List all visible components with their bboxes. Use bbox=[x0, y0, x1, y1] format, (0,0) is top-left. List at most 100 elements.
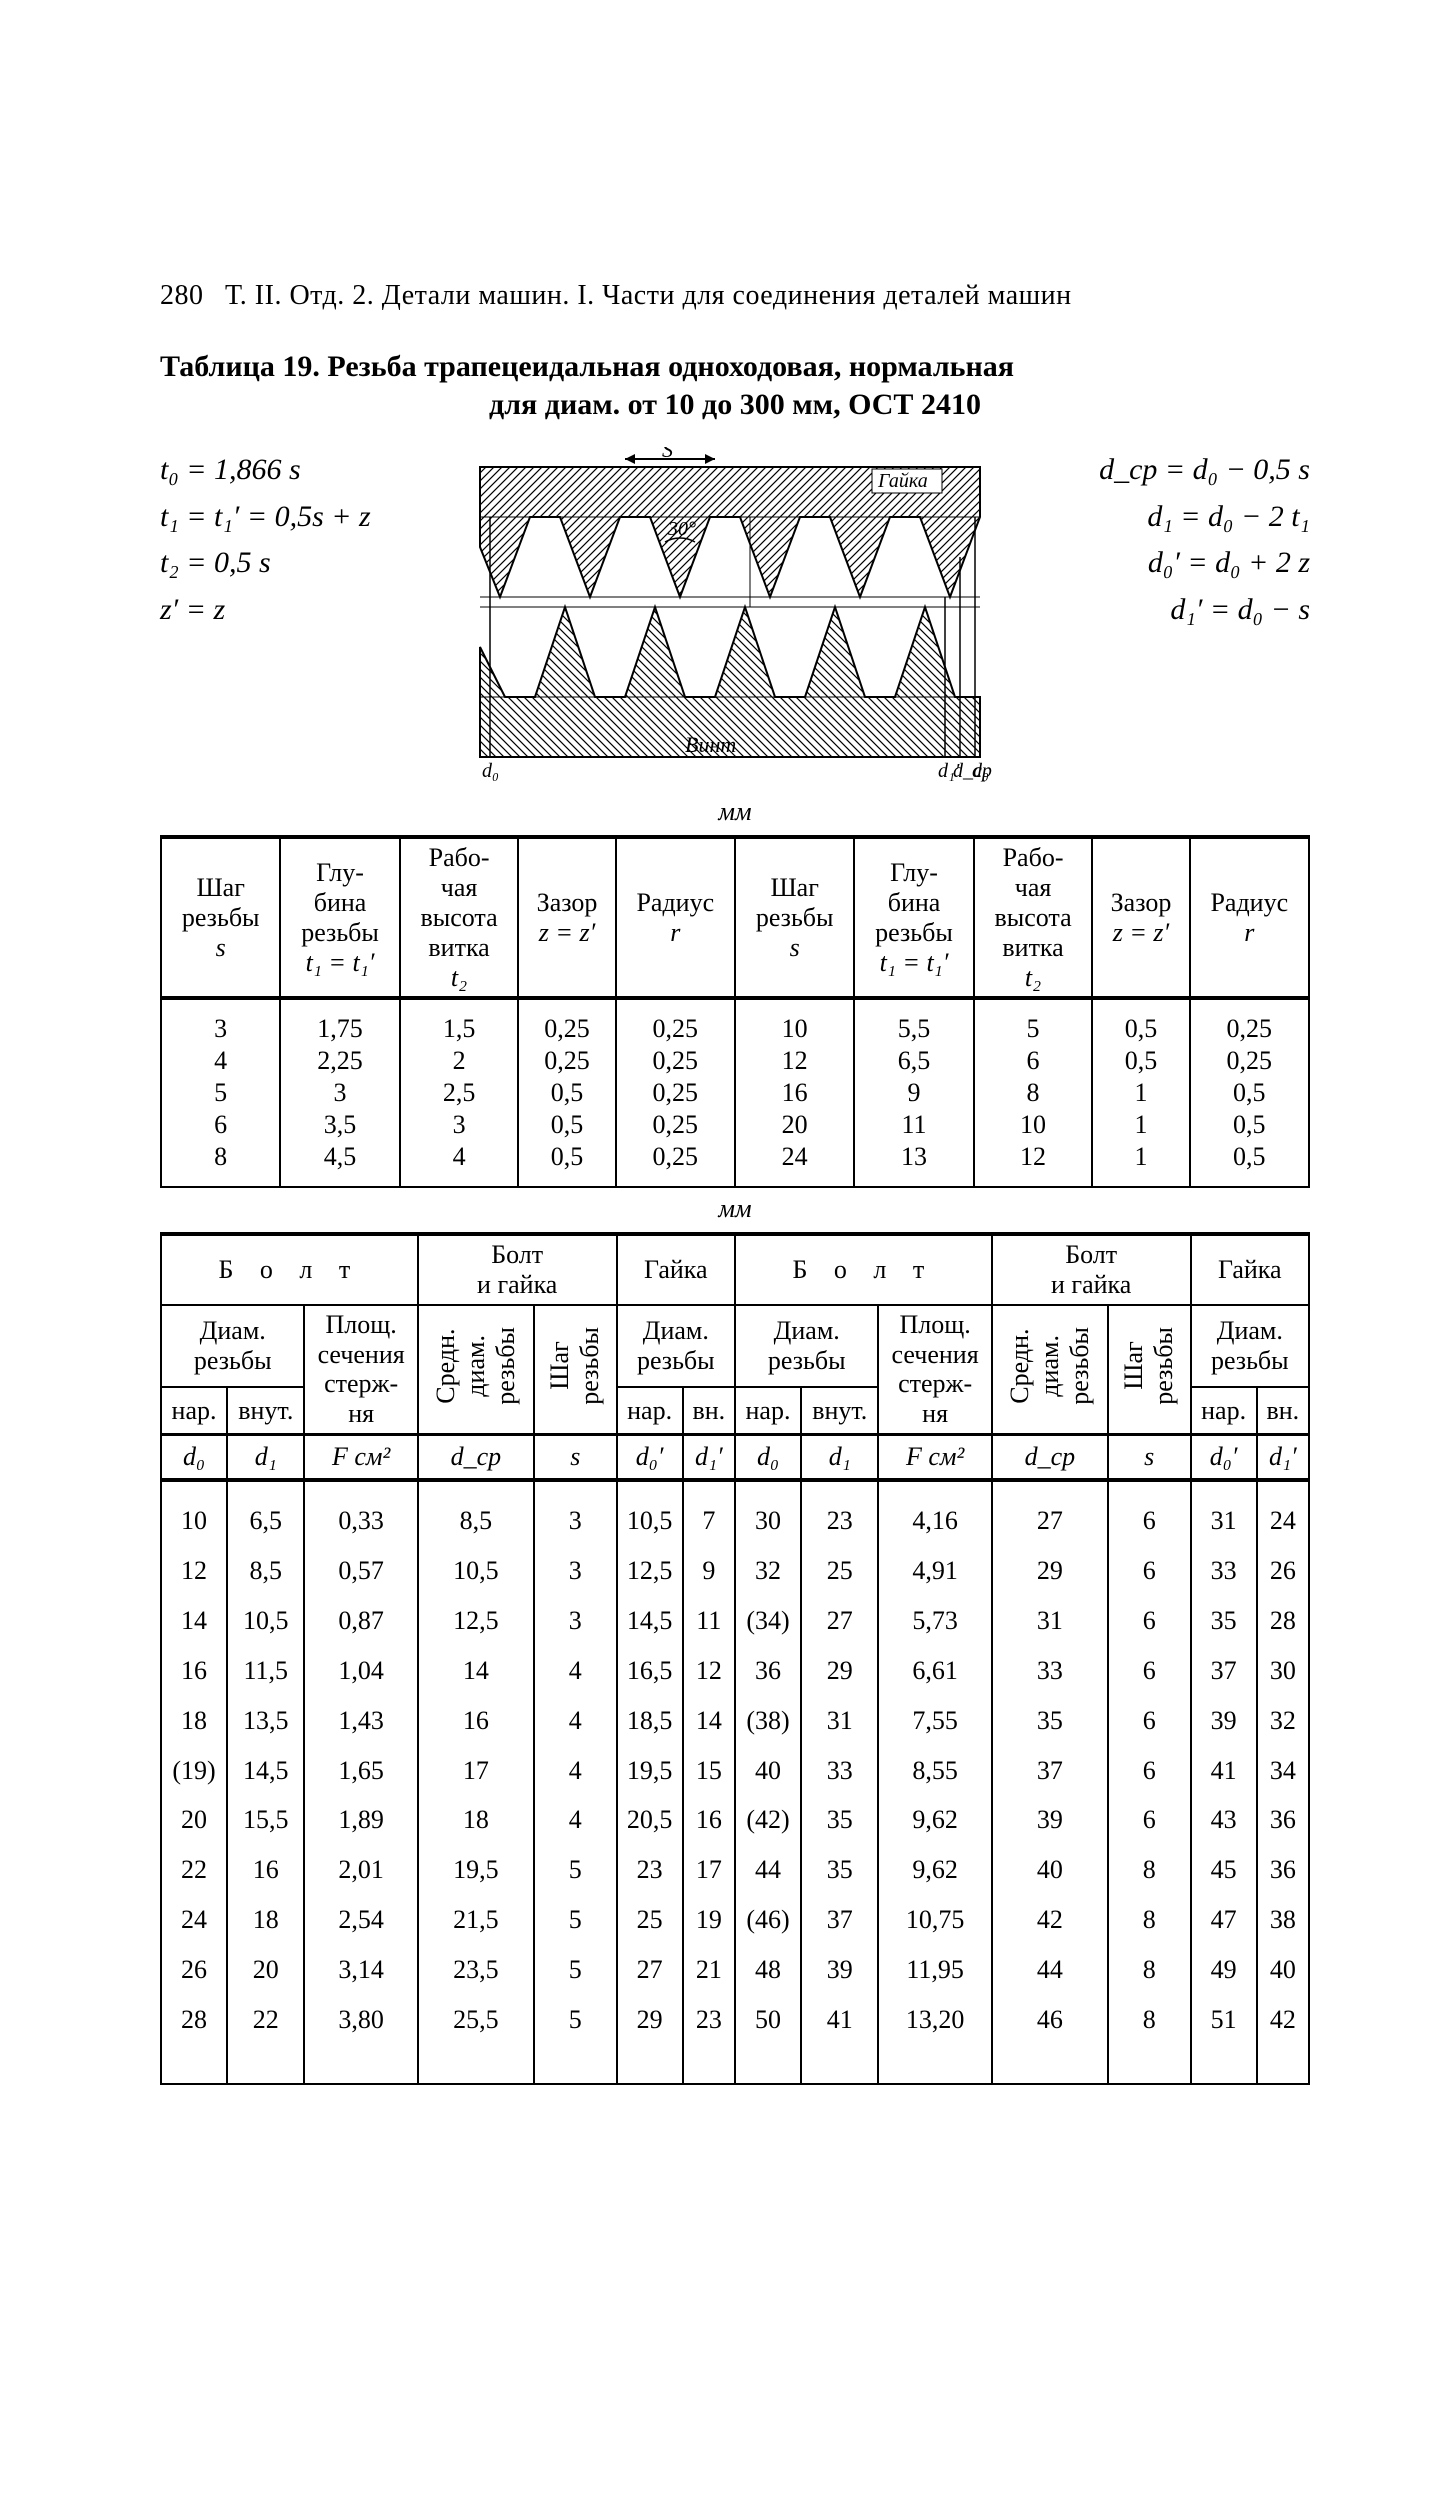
formula: t₁ = t₁′ = 0,5s + z bbox=[160, 494, 410, 541]
table-cell: 27 bbox=[992, 1480, 1108, 1546]
table-row: 106,50,338,5310,5730234,162763124 bbox=[161, 1480, 1309, 1546]
diagram-row: t₀ = 1,866 s t₁ = t₁′ = 0,5s + z t₂ = 0,… bbox=[160, 447, 1310, 787]
table-cell: 10 bbox=[161, 1480, 227, 1546]
table-cell: 8,5 bbox=[418, 1480, 534, 1546]
th: нар. bbox=[1191, 1387, 1257, 1435]
table-cell: 38 bbox=[1257, 1895, 1309, 1945]
th-group: Б о л т bbox=[161, 1234, 418, 1305]
table-cell: 37 bbox=[801, 1895, 878, 1945]
th-group: Гайка bbox=[1191, 1234, 1309, 1305]
table-cell: 23 bbox=[683, 1995, 735, 2084]
svg-text:d₀: d₀ bbox=[482, 760, 499, 782]
table-cell: 22 bbox=[227, 1995, 304, 2084]
th: Площ.сечениястерж-ня bbox=[878, 1305, 991, 1435]
th: Шагрезьбыs bbox=[161, 837, 280, 998]
table-cell: 0,250,250,250,250,25 bbox=[616, 998, 735, 1186]
table-cell: 25 bbox=[801, 1546, 878, 1596]
table-cell: 16 bbox=[418, 1696, 534, 1746]
table-row: 1410,50,8712,5314,511(34)275,733163528 bbox=[161, 1596, 1309, 1646]
table-row: 1813,51,4316418,514(38)317,553563932 bbox=[161, 1696, 1309, 1746]
th: внут. bbox=[227, 1387, 304, 1435]
table-cell: 16,5 bbox=[617, 1646, 683, 1696]
table-cell: 27 bbox=[617, 1945, 683, 1995]
table-cell: 19,5 bbox=[617, 1746, 683, 1796]
th: Глу-бинарезьбыt₁ = t₁′ bbox=[854, 837, 973, 998]
th: Радиусr bbox=[616, 837, 735, 998]
table-cell: 5,56,591113 bbox=[854, 998, 973, 1186]
table-row: 1611,51,0414416,51236296,613363730 bbox=[161, 1646, 1309, 1696]
table-cell: 51 bbox=[1191, 1995, 1257, 2084]
table-cell: 33 bbox=[992, 1646, 1108, 1696]
th: Диам.резьбы bbox=[617, 1305, 735, 1387]
table-symbol: d₀ bbox=[161, 1435, 227, 1480]
table-cell: 14 bbox=[418, 1646, 534, 1696]
table-cell: 10,5 bbox=[227, 1596, 304, 1646]
page: 280 Т. II. Отд. 2. Детали машин. I. Част… bbox=[0, 0, 1440, 2496]
table-cell: 18 bbox=[227, 1895, 304, 1945]
table-cell: 50 bbox=[735, 1995, 801, 2084]
th: вн. bbox=[683, 1387, 735, 1435]
th-group: Болти гайка bbox=[992, 1234, 1191, 1305]
table-cell: 2,54 bbox=[304, 1895, 417, 1945]
table-cell: 40 bbox=[735, 1746, 801, 1796]
table-cell: 30 bbox=[1257, 1646, 1309, 1696]
table-symbol: d_cp bbox=[418, 1435, 534, 1480]
table-cell: 45 bbox=[1191, 1845, 1257, 1895]
table-cell: 35 bbox=[992, 1696, 1108, 1746]
table-cell: 6 bbox=[1108, 1480, 1191, 1546]
table-cell: (19) bbox=[161, 1746, 227, 1796]
table-cell: 12,5 bbox=[418, 1596, 534, 1646]
table-cell: (46) bbox=[735, 1895, 801, 1945]
th: Шагрезьбы bbox=[1108, 1305, 1191, 1435]
table-cell: 31 bbox=[992, 1596, 1108, 1646]
table-cell: 1,43 bbox=[304, 1696, 417, 1746]
label-gaika: Гайка bbox=[877, 470, 928, 492]
formula: t₂ = 0,5 s bbox=[160, 540, 410, 587]
table-cell: 3 bbox=[534, 1546, 617, 1596]
table-cell: 49 bbox=[1191, 1945, 1257, 1995]
table-cell: 34 bbox=[1257, 1746, 1309, 1796]
table-cell: 16 bbox=[683, 1795, 735, 1845]
table-cell: 37 bbox=[1191, 1646, 1257, 1696]
svg-text:d₀: d₀ bbox=[972, 760, 989, 782]
table-cell: 1012162024 bbox=[735, 998, 854, 1186]
diagram-svg: S Гайка 30° d₁′ d_cp d₀ bbox=[450, 447, 1010, 787]
table-cell: 31 bbox=[1191, 1480, 1257, 1546]
table-cell: 26 bbox=[161, 1945, 227, 1995]
table-cell: 4,16 bbox=[878, 1480, 991, 1546]
table-cell: 0,87 bbox=[304, 1596, 417, 1646]
table-cell: 11,5 bbox=[227, 1646, 304, 1696]
table-symbol: d₁ bbox=[227, 1435, 304, 1480]
table-title: Таблица 19. Резьба трапецеидальная однох… bbox=[160, 348, 1310, 423]
th-group: Болти гайка bbox=[418, 1234, 617, 1305]
table-cell: 1,522,534 bbox=[400, 998, 519, 1186]
th: нар. bbox=[161, 1387, 227, 1435]
formulas-right: d_cp = d₀ − 0,5 s d₁ = d₀ − 2 t₁ d₀′ = d… bbox=[1050, 447, 1310, 633]
table-cell: 15 bbox=[683, 1746, 735, 1796]
table-cell: 25,5 bbox=[418, 1995, 534, 2084]
table-cell: 2,01 bbox=[304, 1845, 417, 1895]
table-cell: 6 bbox=[1108, 1795, 1191, 1845]
table-cell: (38) bbox=[735, 1696, 801, 1746]
table-cell: 39 bbox=[1191, 1696, 1257, 1746]
table-row: 26203,1423,552721483911,954484940 bbox=[161, 1945, 1309, 1995]
table-cell: 15,5 bbox=[227, 1795, 304, 1845]
table-cell: 19 bbox=[683, 1895, 735, 1945]
table-cell: 6 bbox=[1108, 1746, 1191, 1796]
table-cell: (42) bbox=[735, 1795, 801, 1845]
th: нар. bbox=[735, 1387, 801, 1435]
table-cell: 39 bbox=[801, 1945, 878, 1995]
table-cell: 41 bbox=[801, 1995, 878, 2084]
table-symbol: d₁ bbox=[801, 1435, 878, 1480]
table-cell: 43 bbox=[1191, 1795, 1257, 1845]
th: Средн.диам.резьбы bbox=[992, 1305, 1108, 1435]
label-vint: Винт bbox=[685, 732, 736, 757]
table-cell: 11,95 bbox=[878, 1945, 991, 1995]
table-cell: 1,752,2533,54,5 bbox=[280, 998, 399, 1186]
title-line2: для диам. от 10 до 300 мм, ОСТ 2410 bbox=[160, 386, 1310, 424]
table-cell: 3 bbox=[534, 1480, 617, 1546]
table-row: 22162,0119,55231744359,624084536 bbox=[161, 1845, 1309, 1895]
table-cell: 12 bbox=[683, 1646, 735, 1696]
table-cell: 0,50,5111 bbox=[1092, 998, 1189, 1186]
table-cell: 7 bbox=[683, 1480, 735, 1546]
